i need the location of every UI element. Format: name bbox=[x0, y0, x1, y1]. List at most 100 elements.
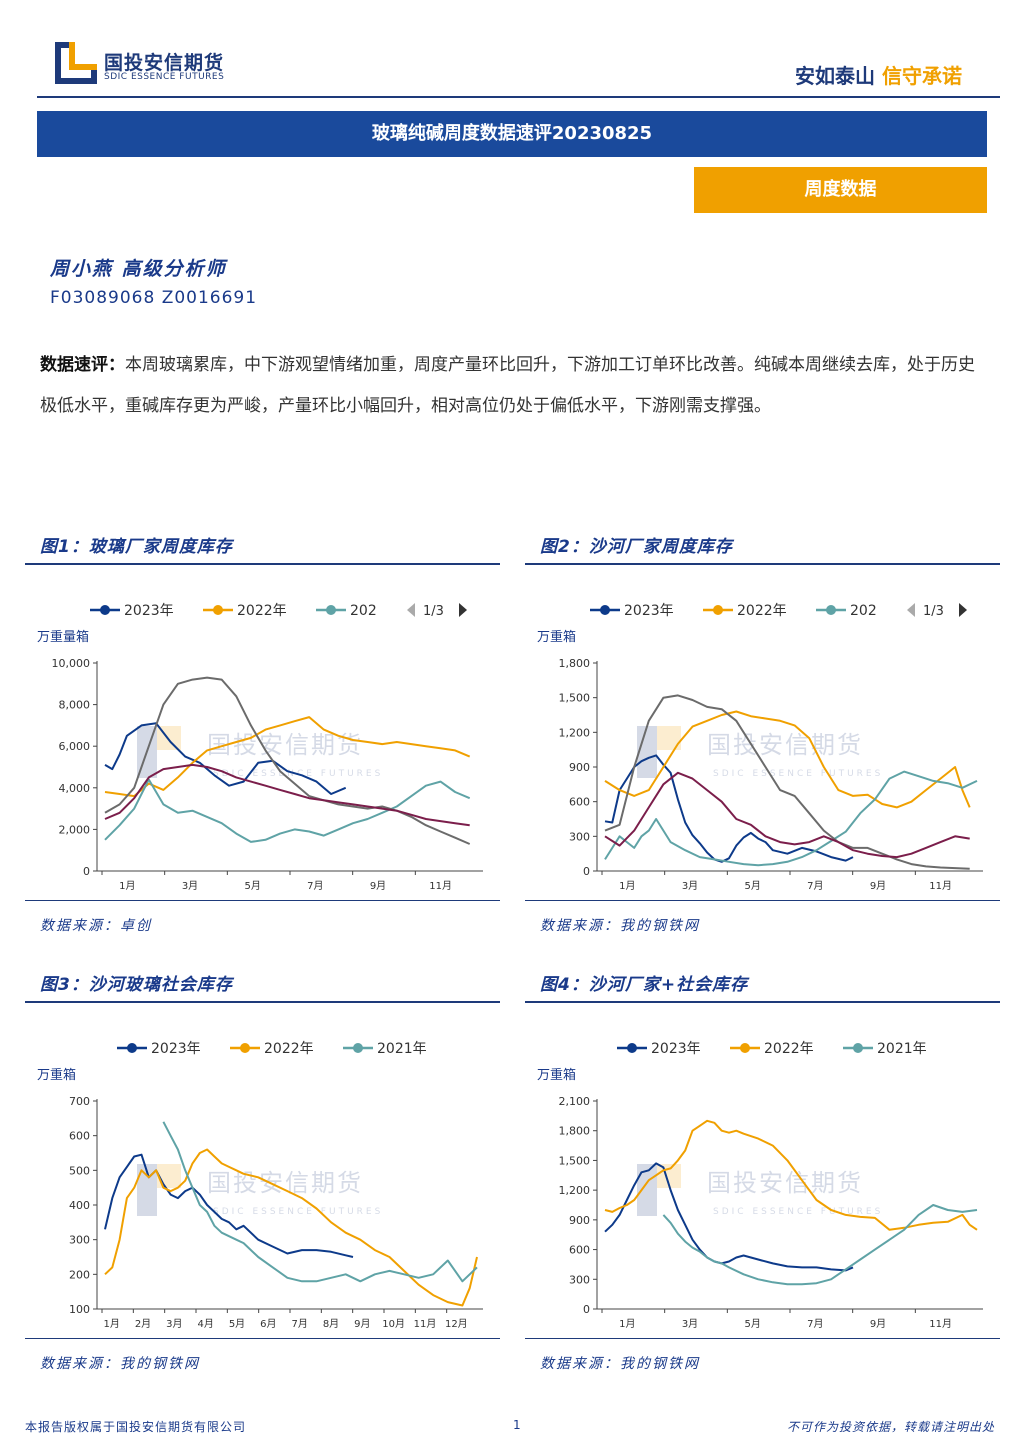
report-title: 玻璃纯碱周度数据速评20230825 bbox=[37, 111, 987, 157]
chart-1-y-tick-label-5: 2,000 bbox=[59, 823, 91, 836]
company-english-name: SDIC ESSENCE FUTURES bbox=[104, 72, 225, 82]
figure-2-bottom-rule bbox=[525, 900, 1000, 901]
chart-3-legend-marker-2 bbox=[240, 1043, 250, 1053]
chart-3-series-line-3 bbox=[162, 1121, 478, 1283]
chart-3-x-tick-label-3: 3月 bbox=[166, 1318, 182, 1330]
chart-4-y-tick-label-7: 300 bbox=[569, 1273, 590, 1286]
footer-page-number: 1 bbox=[513, 1418, 521, 1432]
chart-1-unit-label: 万重量箱 bbox=[37, 629, 89, 645]
chart-2-unit-label: 万重箱 bbox=[537, 629, 576, 645]
data-review: 数据速评：本周玻璃累库，中下游观望情绪加重，周度产量环比回升，下游加工订单环比改… bbox=[40, 345, 985, 427]
chart-2-series-line-1 bbox=[604, 754, 854, 863]
chart-3-unit-label: 万重箱 bbox=[37, 1067, 76, 1083]
company-name: 国投安信期货 bbox=[104, 52, 225, 74]
chart-2-legend-marker-1 bbox=[600, 605, 610, 615]
chart-2-legend-label-3: 202 bbox=[850, 603, 877, 619]
chart-4-legend-marker-1 bbox=[627, 1043, 637, 1053]
chart-2-y-tick-label-5: 600 bbox=[569, 796, 590, 809]
chart-1-x-tick-label-3: 5月 bbox=[244, 880, 260, 892]
chart-4-x-tick-label-2: 3月 bbox=[682, 1318, 698, 1330]
chart-2-legend-marker-2 bbox=[713, 605, 723, 615]
chart-1-legend-label-1: 2023年 bbox=[124, 603, 174, 619]
chart-4-y-tick-label-5: 900 bbox=[569, 1214, 590, 1227]
chart-4-x-tick-label-4: 7月 bbox=[807, 1318, 823, 1330]
chart-4-y-tick-label-3: 1,500 bbox=[559, 1154, 591, 1167]
chart-1-watermark-text: 国投安信期货 bbox=[207, 731, 363, 759]
chart-1-x-tick-label-4: 7月 bbox=[307, 880, 323, 892]
chart-3-legend-marker-3 bbox=[353, 1043, 363, 1053]
chart-3-x-tick-label-8: 8月 bbox=[323, 1318, 339, 1330]
company-logo bbox=[55, 42, 97, 84]
chart-3-watermark-bar-icon bbox=[137, 1164, 157, 1216]
chart-2-y-tick-label-3: 1,200 bbox=[559, 726, 591, 739]
chart-1-legend-marker-1 bbox=[100, 605, 110, 615]
chart-3-y-tick-label-2: 600 bbox=[69, 1130, 90, 1143]
chart-2-y-tick-label-1: 1,800 bbox=[559, 657, 591, 670]
figure-2-title: 图2：沙河厂家周度库存 bbox=[540, 537, 733, 557]
chart-4-legend-marker-2 bbox=[740, 1043, 750, 1053]
figure-3-title: 图3：沙河玻璃社会库存 bbox=[40, 975, 233, 995]
figure-4-chart: 国投安信期货 SDIC ESSENCE FUTURES 2023年 2022年 2021… bbox=[537, 1041, 983, 1330]
chart-1-legend-label-2: 2022年 bbox=[237, 603, 287, 619]
chart-2-x-tick-label-5: 9月 bbox=[870, 880, 886, 892]
chart-1-x-tick-label-1: 1月 bbox=[119, 880, 135, 892]
chart-3-x-tick-label-4: 4月 bbox=[197, 1318, 213, 1330]
chart-3-x-tick-label-12: 12月 bbox=[445, 1318, 468, 1330]
figure-4-title: 图4：沙河厂家+社会库存 bbox=[540, 975, 749, 995]
chart-4-x-tick-label-6: 11月 bbox=[929, 1318, 952, 1330]
chart-3-x-tick-label-9: 9月 bbox=[354, 1318, 370, 1330]
chart-4-watermark: 国投安信期货 SDIC ESSENCE FUTURES bbox=[637, 1164, 880, 1217]
chart-3-series-line-1 bbox=[104, 1153, 354, 1258]
chart-2-x-tick-label-2: 3月 bbox=[682, 880, 698, 892]
chart-2-watermark-sub: SDIC ESSENCE FUTURES bbox=[713, 769, 883, 779]
figure-4-rule bbox=[525, 1001, 1000, 1003]
chart-4-legend-label-2: 2022年 bbox=[764, 1041, 814, 1057]
chart-2-legend-next-icon bbox=[959, 603, 967, 617]
chart-1-series-line-4 bbox=[104, 676, 471, 845]
chart-3-y-tick-label-4: 400 bbox=[69, 1199, 90, 1212]
chart-1-series-line-2 bbox=[104, 716, 471, 798]
chart-1-legend-next-icon bbox=[459, 603, 467, 617]
chart-4-unit-label: 万重箱 bbox=[537, 1067, 576, 1083]
chart-4-legend-label-3: 2021年 bbox=[877, 1041, 927, 1057]
figure-2-source: 数据来源：我的钢铁网 bbox=[540, 918, 700, 934]
chart-2-series-line-5 bbox=[604, 771, 970, 859]
footer-disclaimer: 不可作为投资依据，转载请注明出处 bbox=[786, 1420, 995, 1434]
chart-2-series-line-2 bbox=[604, 710, 971, 809]
chart-2-watermark-bar-icon bbox=[637, 726, 657, 778]
figure-3-bottom-rule bbox=[25, 1338, 500, 1339]
chart-4-y-tick-label-2: 1,800 bbox=[559, 1125, 591, 1138]
chart-2-legend-prev-icon bbox=[907, 603, 915, 617]
chart-1-x-tick-label-5: 9月 bbox=[370, 880, 386, 892]
chart-3-legend-marker-1 bbox=[127, 1043, 137, 1053]
chart-1-legend-prev-icon bbox=[407, 603, 415, 617]
chart-1-y-tick-label-6: 0 bbox=[83, 865, 90, 878]
author-name: 周小燕 高级分析师 bbox=[50, 258, 227, 280]
chart-2-legend-label-2: 2022年 bbox=[737, 603, 787, 619]
chart-1-legend-marker-2 bbox=[213, 605, 223, 615]
chart-4-y-tick-label-6: 600 bbox=[569, 1244, 590, 1257]
chart-1-legend-pager: 1/3 bbox=[423, 604, 444, 619]
figure-3-rule bbox=[25, 1001, 500, 1003]
review-label: 数据速评： bbox=[40, 355, 125, 375]
chart-3-x-tick-label-11: 11月 bbox=[414, 1318, 437, 1330]
chart-2-y-tick-label-7: 0 bbox=[583, 865, 590, 878]
figure-3-source: 数据来源：我的钢铁网 bbox=[40, 1356, 200, 1372]
chart-1-legend-marker-3 bbox=[326, 605, 336, 615]
footer-copyright: 本报告版权属于国投安信期货有限公司 bbox=[25, 1420, 247, 1434]
author-ids: F03089068 Z0016691 bbox=[50, 288, 258, 308]
chart-4-y-tick-label-8: 0 bbox=[583, 1303, 590, 1316]
review-text: 本周玻璃累库，中下游观望情绪加重，周度产量环比回升，下游加工订单环比改善。纯碱本… bbox=[40, 355, 975, 416]
chart-2-y-tick-label-4: 900 bbox=[569, 761, 590, 774]
figure-2-rule bbox=[525, 563, 1000, 565]
report-tag: 周度数据 bbox=[694, 167, 987, 213]
chart-2-series-line-4 bbox=[604, 694, 970, 870]
figure-1-bottom-rule bbox=[25, 900, 500, 901]
chart-3-legend-label-1: 2023年 bbox=[151, 1041, 201, 1057]
chart-3-y-tick-label-7: 100 bbox=[69, 1303, 90, 1316]
figure-1-source: 数据来源：卓创 bbox=[40, 918, 152, 934]
chart-4-series-line-3 bbox=[662, 1204, 978, 1286]
chart-2-x-tick-label-3: 5月 bbox=[744, 880, 760, 892]
